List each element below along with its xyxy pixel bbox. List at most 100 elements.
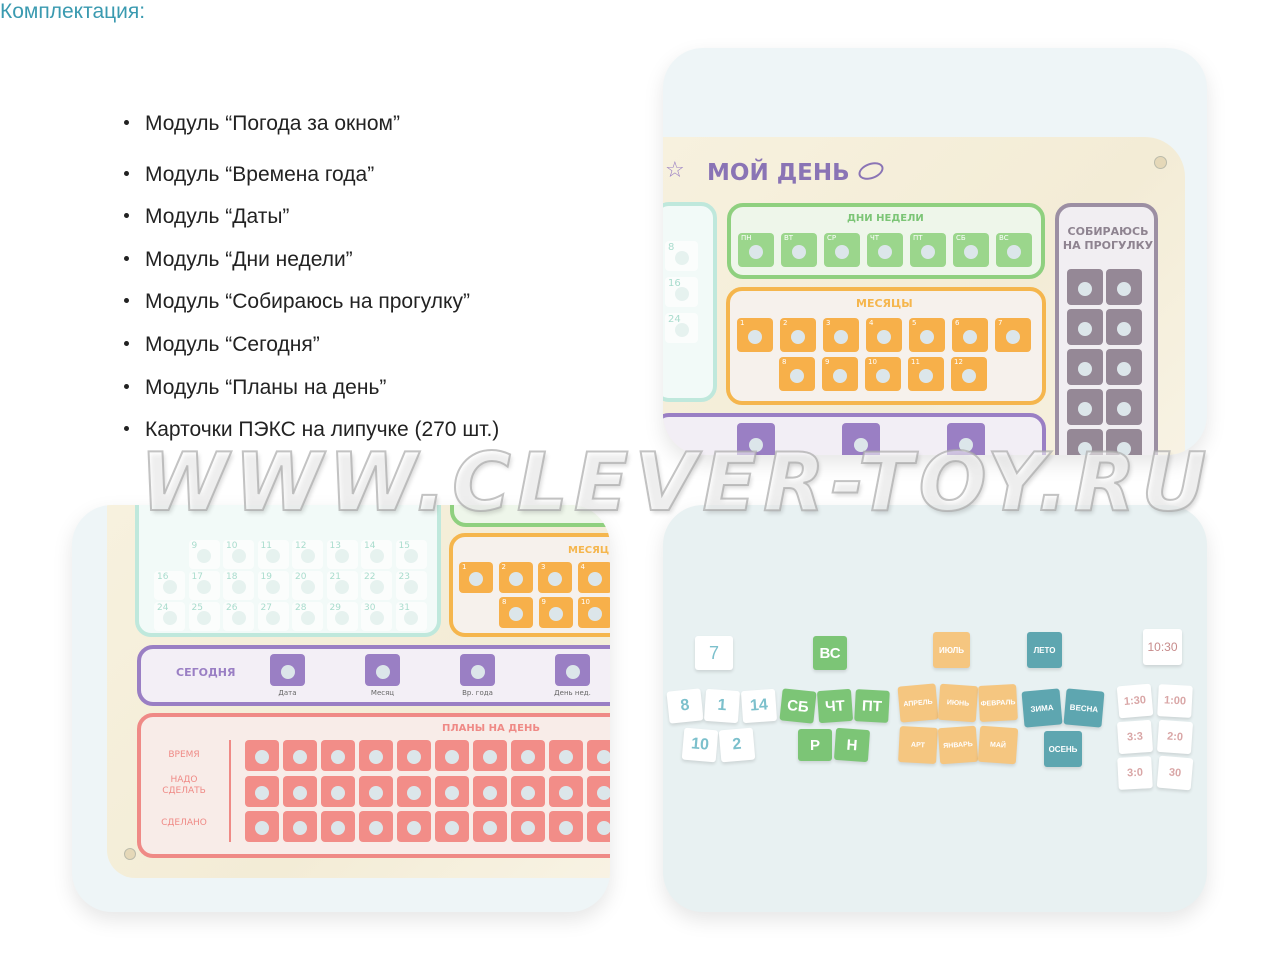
velcro-dot [404, 610, 418, 625]
velcro-dot [674, 322, 689, 337]
cell-label: 20 [295, 572, 307, 582]
cell-label: 10 [581, 598, 590, 606]
velcro-dot [548, 607, 563, 622]
months-title: МЕСЯЦЫ [856, 297, 913, 310]
velcro-dot [369, 821, 383, 836]
velcro-dot [162, 579, 177, 594]
slot-cell [842, 423, 880, 455]
slot-cell [1106, 349, 1142, 385]
walk-title: СОБИРАЮСЬ НА ПРОГУЛКУ [1062, 225, 1154, 252]
velcro-dot [597, 785, 610, 800]
velcro-dot [470, 664, 485, 679]
cell-label: 3 [541, 563, 546, 571]
slot-cell: 20 [292, 571, 323, 600]
velcro-dot [335, 548, 349, 563]
cell-label: 17 [191, 572, 203, 582]
velcro-dot [790, 368, 804, 383]
section-heading: Комплектация: [0, 0, 146, 23]
cell-label: 3 [826, 319, 831, 327]
velcro-dot [597, 821, 610, 836]
slot-cell [737, 423, 775, 455]
velcro-dot [445, 750, 459, 765]
slot-cell: 23 [395, 571, 427, 600]
slot-cell [283, 811, 317, 842]
pile-card: МАЙ [977, 725, 1019, 765]
velcro-dot [335, 610, 349, 625]
list-item-text: Модуль “Дни недели” [145, 248, 353, 271]
velcro-dot [597, 750, 610, 765]
velcro-dot [293, 750, 307, 765]
slot-cell: ЧТ [867, 233, 903, 267]
list-item-text: Карточки ПЭКС на липучке (270 шт.) [145, 418, 500, 441]
velcro-dot [331, 785, 345, 800]
velcro-dot [835, 244, 849, 259]
velcro-dot [548, 572, 562, 587]
cell-label: 8 [502, 598, 507, 606]
list-item: Карточки ПЭКС на липучке (270 шт.) [124, 418, 499, 442]
cell-label: 31 [398, 603, 410, 613]
screw-icon [1154, 156, 1167, 169]
card-season: ЛЕТО [1027, 632, 1062, 668]
pile-card: ЧТ [816, 688, 854, 724]
today-label: Вр. года [462, 689, 493, 697]
card-date: 7 [695, 636, 733, 670]
today-label: Месяц [370, 689, 395, 697]
velcro-dot [469, 572, 483, 587]
velcro-dot [509, 607, 523, 622]
pile-card: 1:00 [1157, 684, 1193, 718]
velcro-dot [749, 438, 763, 452]
slot-cell: СБ [953, 233, 989, 267]
slot-cell [397, 811, 431, 842]
pile-card: ПТ [854, 689, 890, 723]
cell-label: ПН [741, 234, 752, 242]
slot-cell: 16 [665, 277, 698, 307]
watermark: WWW.CLEVER-TOY.RU [139, 436, 1213, 529]
velcro-dot [674, 286, 689, 301]
slot-cell: 17 [188, 571, 220, 600]
weekdays-box [727, 203, 1045, 279]
velcro-dot [1117, 401, 1131, 416]
slot-cell: 19 [257, 571, 289, 600]
list-item: Модуль “Собираюсь на прогулку” [124, 290, 470, 314]
slot-cell [283, 740, 317, 771]
velcro-dot [587, 572, 602, 587]
slot-cell [1106, 269, 1142, 305]
weekdays-box [450, 505, 610, 527]
cell-label: 12 [295, 541, 307, 551]
velcro-dot [293, 821, 307, 836]
plans-title: ПЛАНЫ НА ДЕНЬ [442, 723, 540, 734]
velcro-dot [1117, 441, 1131, 455]
pile-card: 2:0 [1156, 719, 1194, 755]
velcro-dot [162, 610, 177, 625]
slot-cell [549, 740, 583, 771]
velcro-dot [407, 785, 421, 800]
slot-cell: 15 [395, 540, 427, 569]
bullet-icon [124, 255, 129, 261]
slot-cell [359, 775, 393, 807]
velcro-dot [674, 250, 689, 265]
slot-cell: 18 [223, 571, 254, 600]
slot-cell [245, 811, 279, 842]
velcro-dot [404, 548, 418, 563]
velcro-dot [919, 368, 933, 383]
slot-cell [321, 740, 355, 771]
slot-cell: 6 [952, 318, 988, 352]
plans-row-label: НАДО СДЕЛАТЬ [162, 775, 206, 796]
slot-cell: 28 [292, 602, 323, 631]
pile-card: ВЕСНА [1063, 688, 1105, 728]
pile-card: СБ [779, 688, 817, 724]
pile-card: 3:3 [1116, 719, 1154, 755]
velcro-dot [300, 610, 315, 625]
slot-cell [549, 775, 583, 807]
velcro-dot [197, 610, 211, 625]
slot-cell: 8 [499, 597, 533, 628]
velcro-dot [231, 579, 246, 594]
slot-cell [1106, 389, 1142, 425]
slot-cell: 4 [866, 318, 902, 352]
velcro-dot [1078, 401, 1092, 416]
cell-label: СБ [956, 234, 966, 242]
velcro-dot [280, 664, 295, 679]
pile-card: ФЕВРАЛЬ [978, 684, 1018, 722]
velcro-dot [331, 821, 345, 836]
velcro-dot [331, 750, 345, 765]
